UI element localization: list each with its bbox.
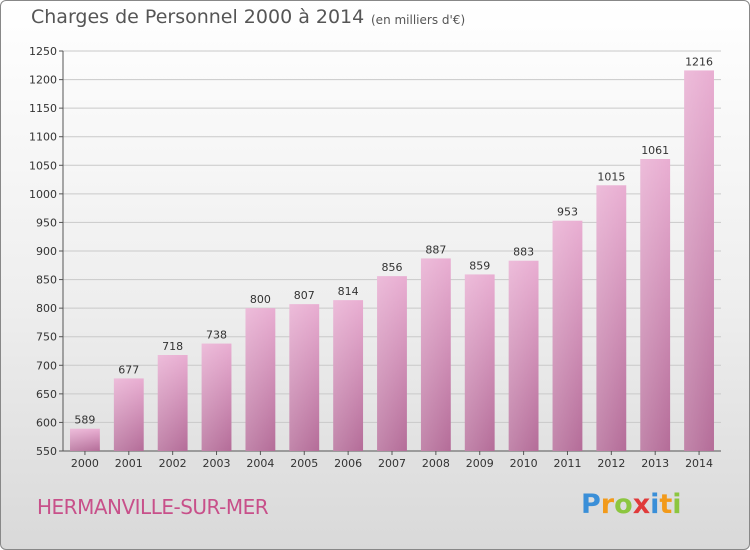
bar-shine	[684, 70, 714, 451]
bar-shine	[333, 300, 364, 451]
x-tick-label-2003: 2003	[203, 457, 231, 470]
bar-shine	[157, 355, 188, 451]
y-tick-label: 1100	[29, 131, 57, 144]
y-tick-label: 1250	[29, 45, 57, 58]
y-tick-label: 1200	[29, 74, 57, 87]
value-label-2011: 953	[557, 206, 578, 219]
x-tick-label-2006: 2006	[334, 457, 362, 470]
y-tick-label: 850	[36, 274, 57, 287]
x-tick-label-2009: 2009	[466, 457, 494, 470]
value-label-2005: 807	[294, 289, 315, 302]
x-tick-label-2007: 2007	[378, 457, 406, 470]
logo-letter: i	[650, 489, 660, 520]
value-label-2010: 883	[513, 246, 534, 259]
bars	[70, 70, 714, 452]
bar-shine	[596, 185, 627, 452]
bar-shine	[201, 343, 232, 451]
x-tick-label-2000: 2000	[71, 457, 99, 470]
value-label-2006: 814	[338, 285, 359, 298]
bar-shine	[245, 308, 276, 451]
x-tick-label-2011: 2011	[553, 457, 581, 470]
chart-subtitle: (en milliers d'€)	[371, 13, 466, 27]
y-tick-label: 1000	[29, 188, 57, 201]
x-tick-label-2010: 2010	[510, 457, 538, 470]
logo-letter: x	[632, 489, 651, 520]
bar-shine	[552, 220, 583, 451]
x-tick-label-2008: 2008	[422, 457, 450, 470]
y-tick-label: 900	[36, 245, 57, 258]
bar-shine	[508, 260, 539, 451]
value-label-2001: 677	[118, 363, 139, 376]
x-tick-label-2012: 2012	[597, 457, 625, 470]
proxiti-logo: Proxiti	[581, 489, 682, 520]
bar-shine	[377, 276, 407, 451]
y-tick-label: 650	[36, 388, 57, 401]
x-tick-label-2001: 2001	[115, 457, 143, 470]
y-tick-labels: 550 600 650 700 750 800 850 900 950 1000 1050 1100 1…	[29, 45, 63, 458]
bar-shine	[113, 378, 144, 451]
x-tick-label-2004: 2004	[246, 457, 274, 470]
value-label-2004: 800	[250, 293, 271, 306]
value-label-2009: 859	[469, 259, 490, 272]
value-label-2012: 1015	[597, 170, 625, 183]
bar-shine	[289, 304, 320, 451]
chart-title: Charges de Personnel 2000 à 2014	[31, 6, 365, 28]
bar-shine	[640, 159, 671, 451]
x-tick-label-2014: 2014	[685, 457, 713, 470]
value-label-2008: 887	[425, 243, 446, 256]
x-tick-label-2005: 2005	[290, 457, 318, 470]
value-label-2013: 1061	[641, 144, 669, 157]
logo-letter: P	[581, 489, 601, 520]
logo-letter: i	[672, 489, 682, 520]
logo-letter: o	[614, 489, 633, 520]
x-tick-label-2013: 2013	[641, 457, 669, 470]
y-tick-label: 1150	[29, 102, 57, 115]
value-label-2002: 718	[162, 340, 183, 353]
bar-shine	[70, 428, 100, 451]
town-name: HERMANVILLE-SUR-MER	[37, 495, 269, 519]
value-label-2000: 589	[74, 414, 95, 427]
y-tick-label: 950	[36, 216, 57, 229]
y-tick-label: 1050	[29, 159, 57, 172]
value-labels: 589 677 718 738 800 807 814 856 887 859 883 953 1015…	[74, 55, 713, 426]
y-tick-label: 750	[36, 331, 57, 344]
value-label-2003: 738	[206, 329, 227, 342]
y-tick-label: 600	[36, 416, 57, 429]
y-tick-label: 700	[36, 359, 57, 372]
value-label-2007: 856	[382, 261, 403, 274]
value-label-2014: 1216	[685, 55, 713, 68]
x-tick-labels: 2000 2001 2002 2003 2004 2005 2006 2007 2008 2009…	[71, 451, 713, 470]
logo-letter: t	[659, 489, 673, 520]
x-tick-label-2002: 2002	[159, 457, 187, 470]
logo-letter: r	[600, 489, 615, 520]
y-tick-label: 550	[36, 445, 57, 458]
bar-shine	[420, 258, 451, 451]
bar-shine	[464, 274, 495, 451]
y-tick-label: 800	[36, 302, 57, 315]
